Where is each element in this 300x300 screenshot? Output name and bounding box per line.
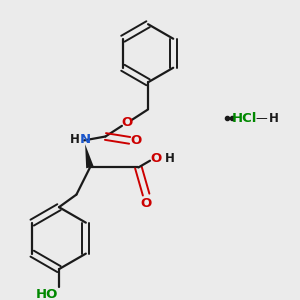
Text: O: O	[121, 116, 132, 129]
Text: N: N	[80, 133, 91, 146]
Text: H: H	[70, 133, 80, 146]
Polygon shape	[85, 144, 94, 168]
Text: HO: HO	[36, 288, 58, 300]
Text: O: O	[150, 152, 161, 165]
Text: H: H	[269, 112, 279, 124]
Text: —: —	[256, 112, 267, 124]
Text: H: H	[164, 152, 174, 165]
Text: HCl: HCl	[232, 112, 258, 124]
Text: O: O	[140, 197, 152, 210]
Text: O: O	[131, 134, 142, 147]
